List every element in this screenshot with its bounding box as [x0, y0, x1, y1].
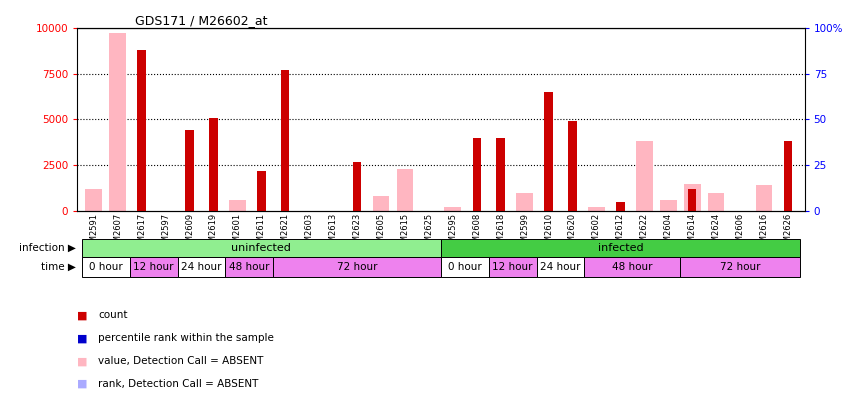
FancyBboxPatch shape [441, 239, 800, 257]
Bar [209, 118, 217, 211]
FancyBboxPatch shape [273, 257, 441, 277]
Text: ■: ■ [77, 333, 87, 343]
Bar [281, 70, 289, 211]
Text: value, Detection Call = ABSENT: value, Detection Call = ABSENT [98, 356, 264, 366]
Bar [660, 200, 676, 211]
Text: count: count [98, 310, 128, 320]
Bar [636, 141, 652, 211]
FancyBboxPatch shape [130, 257, 177, 277]
FancyBboxPatch shape [489, 257, 537, 277]
Bar [372, 196, 389, 211]
Bar [516, 193, 533, 211]
FancyBboxPatch shape [537, 257, 585, 277]
Text: rank, Detection Call = ABSENT: rank, Detection Call = ABSENT [98, 379, 259, 389]
Text: 48 hour: 48 hour [612, 262, 652, 272]
FancyBboxPatch shape [177, 257, 225, 277]
FancyBboxPatch shape [82, 257, 130, 277]
Text: 72 hour: 72 hour [336, 262, 377, 272]
Bar [444, 208, 461, 211]
Bar [257, 171, 265, 211]
Bar [473, 138, 481, 211]
Bar [110, 33, 126, 211]
Text: 0 hour: 0 hour [89, 262, 122, 272]
Bar [616, 202, 625, 211]
Text: infection ▶: infection ▶ [19, 243, 76, 253]
Text: uninfected: uninfected [231, 243, 291, 253]
Bar [496, 138, 505, 211]
Text: GDS171 / M26602_at: GDS171 / M26602_at [135, 13, 268, 27]
Text: infected: infected [597, 243, 643, 253]
Bar [708, 193, 724, 211]
FancyBboxPatch shape [225, 257, 273, 277]
Text: ■: ■ [77, 379, 87, 389]
Text: percentile rank within the sample: percentile rank within the sample [98, 333, 274, 343]
Bar [688, 189, 696, 211]
Bar [353, 162, 361, 211]
Text: ■: ■ [77, 310, 87, 320]
Bar [568, 121, 577, 211]
FancyBboxPatch shape [441, 257, 489, 277]
FancyBboxPatch shape [681, 257, 800, 277]
Text: 12 hour: 12 hour [134, 262, 174, 272]
Bar [684, 184, 700, 211]
Bar [229, 200, 246, 211]
Text: ■: ■ [77, 356, 87, 366]
Text: 0 hour: 0 hour [448, 262, 482, 272]
Text: 12 hour: 12 hour [492, 262, 533, 272]
Text: time ▶: time ▶ [41, 262, 76, 272]
Bar [86, 189, 102, 211]
Bar [186, 130, 193, 211]
Bar [396, 169, 413, 211]
Bar [756, 185, 772, 211]
Bar [588, 208, 605, 211]
FancyBboxPatch shape [82, 239, 441, 257]
Text: 24 hour: 24 hour [540, 262, 580, 272]
Bar [784, 141, 792, 211]
Bar [544, 92, 553, 211]
Bar [138, 50, 146, 211]
FancyBboxPatch shape [585, 257, 681, 277]
Text: 24 hour: 24 hour [181, 262, 222, 272]
Text: 72 hour: 72 hour [720, 262, 760, 272]
Text: 48 hour: 48 hour [229, 262, 270, 272]
